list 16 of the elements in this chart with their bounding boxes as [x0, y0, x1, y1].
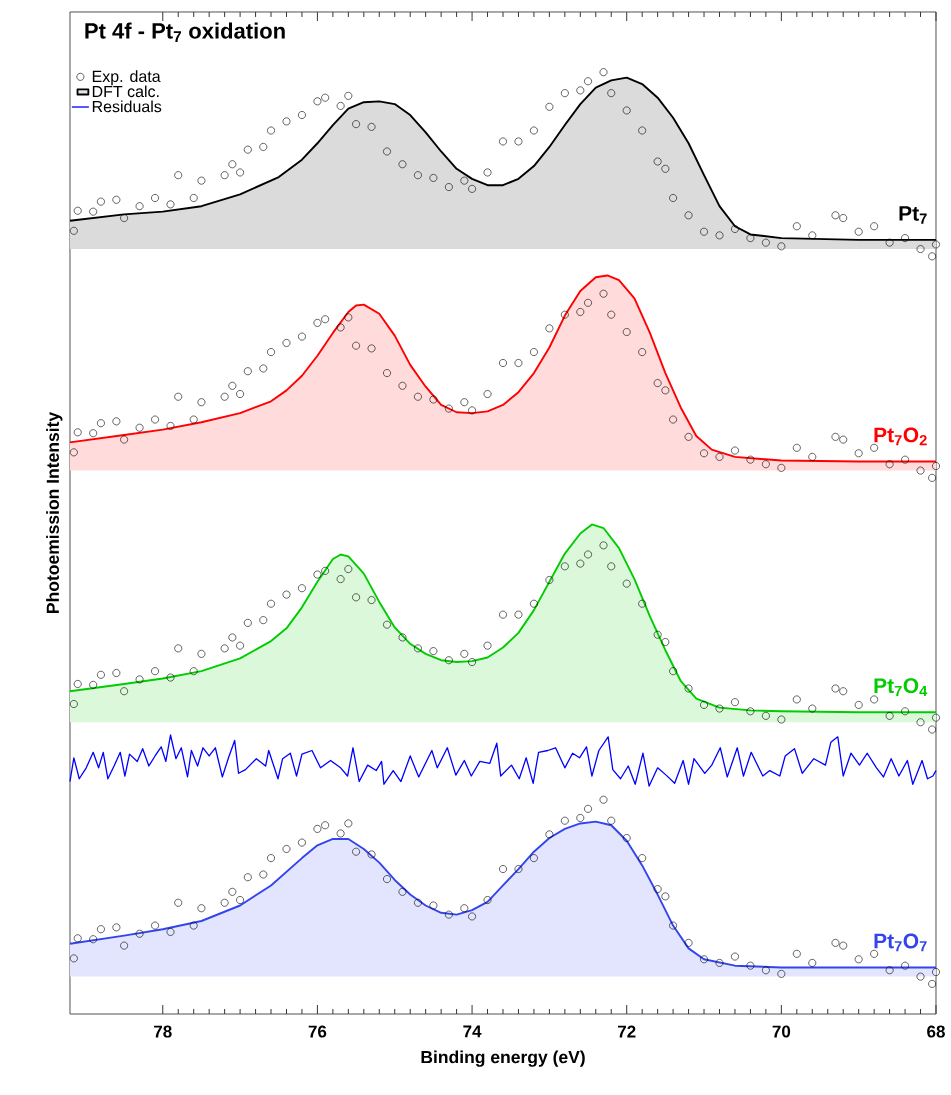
- annotation: Pt$_{7}$: [899, 206, 927, 224]
- annotation: Pt$_{7}$O$_{7}$: [874, 933, 927, 952]
- legend-label: Residuals: [92, 100, 162, 113]
- x-tick-label: 78: [154, 1025, 172, 1038]
- legend-label: Exp. data: [92, 70, 161, 86]
- annotation: Pt$_{7}$O$_{4}$: [874, 678, 928, 697]
- x-axis-title: Binding energy (eV): [421, 1050, 585, 1067]
- chart-title: Pt 4f - Pt$_{7}$ oxidation: [85, 22, 285, 42]
- x-tick-label: 76: [308, 1025, 327, 1038]
- annotation: Pt$_{7}$O$_{2}$: [874, 427, 927, 446]
- legend-label: DFT calc.: [92, 85, 159, 98]
- x-tick-label: 72: [617, 1025, 636, 1038]
- x-tick-label: 70: [772, 1025, 791, 1038]
- y-axis-title: Photoemission Intensity: [46, 411, 63, 613]
- x-tick-label: 68: [927, 1025, 945, 1038]
- x-tick-label: 74: [463, 1025, 482, 1038]
